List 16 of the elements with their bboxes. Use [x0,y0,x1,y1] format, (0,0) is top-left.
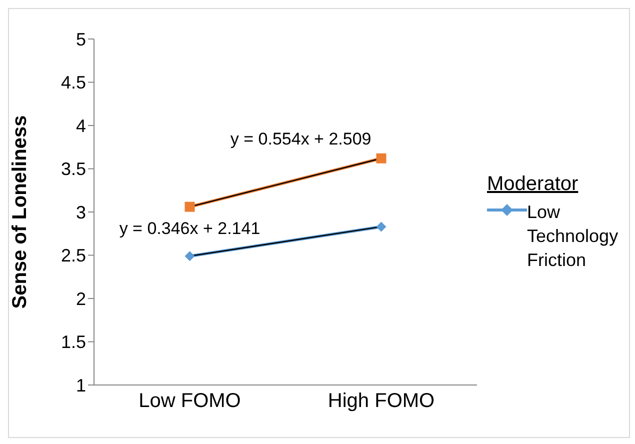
y-tick-label: 5 [76,29,86,50]
legend-title: Moderator [487,172,580,196]
y-tick-label: 4.5 [60,72,86,93]
y-tick-label: 1.5 [60,332,86,352]
x-tick-label: High FOMO [328,390,435,412]
legend-label: Low Technology Friction [527,200,618,272]
x-tick-label: Low FOMO [138,390,241,412]
annotation: y = 0.346x + 2.141 [119,219,260,238]
y-tick-label: 3 [76,202,86,222]
y-tick-label: 3.5 [60,159,86,180]
annotation: y = 0.554x + 2.509 [230,129,372,148]
y-tick-label: 1 [76,375,86,396]
y-tick-label: 2 [76,288,86,309]
y-tick-label: 2.5 [60,246,86,266]
y-axis-title: Sense of Loneliness [9,115,32,309]
y-tick-label: 4 [76,116,86,136]
